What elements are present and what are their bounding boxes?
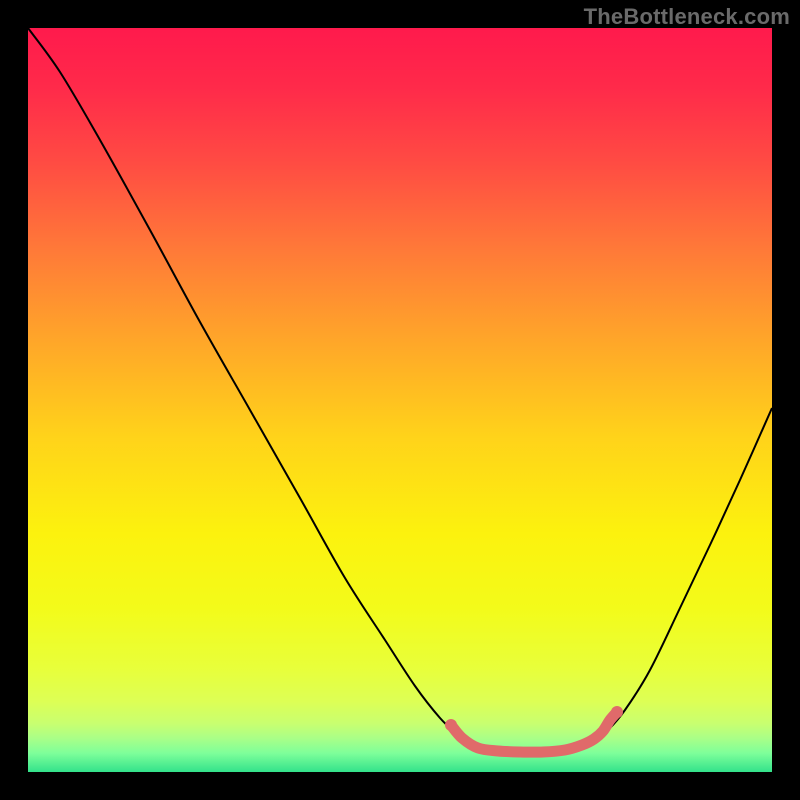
stage: TheBottleneck.com <box>0 0 800 800</box>
bottleneck-chart <box>0 0 800 800</box>
plot-background <box>28 28 772 772</box>
highlight-dot <box>445 719 457 731</box>
highlight-dot <box>611 706 623 718</box>
watermark-text: TheBottleneck.com <box>584 4 790 30</box>
